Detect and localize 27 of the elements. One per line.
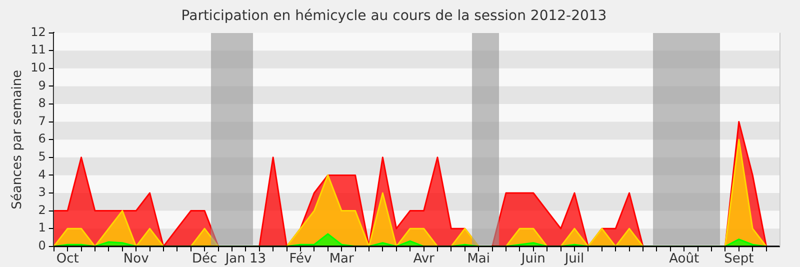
y-tick-label: 3 bbox=[38, 185, 46, 200]
x-tick-label: Fév bbox=[289, 252, 312, 267]
y-tick-label: 9 bbox=[38, 78, 46, 92]
x-tick-label: Avr bbox=[413, 252, 436, 267]
x-tick-label: Mai bbox=[467, 252, 490, 267]
y-tick-label: 7 bbox=[38, 114, 46, 128]
x-tick-label: Jan 13 bbox=[224, 252, 266, 267]
y-tick-label: 10 bbox=[30, 60, 46, 75]
x-tick-label: Août bbox=[669, 252, 700, 267]
chart-title: Participation en hémicycle au cours de la session 2012-2013 bbox=[181, 8, 607, 24]
y-tick-label: 1 bbox=[38, 220, 46, 235]
x-tick-label: Sept bbox=[724, 252, 754, 267]
y-tick-label: 2 bbox=[38, 202, 46, 217]
x-tick-label: Nov bbox=[123, 252, 150, 267]
x-tick-label: Mar bbox=[329, 252, 354, 267]
y-tick-label: 8 bbox=[38, 96, 46, 110]
x-tick-label: Juin bbox=[520, 252, 546, 267]
y-tick-label: 11 bbox=[30, 42, 46, 57]
y-tick-label: 0 bbox=[38, 238, 46, 253]
y-tick-label: 6 bbox=[38, 132, 46, 146]
x-tick-label: Oct bbox=[56, 252, 79, 267]
x-tick-label: Juil bbox=[564, 252, 584, 267]
y-tick-label: 5 bbox=[38, 150, 46, 164]
y-axis-title: Séances par semaine bbox=[10, 70, 26, 210]
x-tick-label: Déc bbox=[192, 252, 218, 267]
y-tick-label: 4 bbox=[38, 167, 46, 182]
y-tick-label: 12 bbox=[30, 24, 46, 39]
